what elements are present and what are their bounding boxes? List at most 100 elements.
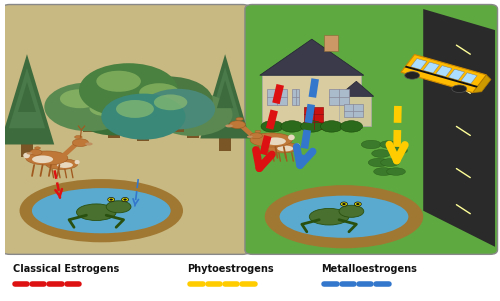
Polygon shape	[404, 66, 478, 88]
Ellipse shape	[108, 197, 114, 202]
Ellipse shape	[116, 100, 154, 118]
Polygon shape	[0, 54, 54, 144]
Ellipse shape	[44, 82, 134, 131]
Ellipse shape	[110, 199, 113, 201]
Ellipse shape	[85, 142, 92, 145]
Polygon shape	[217, 80, 234, 108]
FancyBboxPatch shape	[245, 5, 498, 254]
Ellipse shape	[264, 185, 423, 248]
FancyBboxPatch shape	[262, 75, 362, 129]
Ellipse shape	[320, 121, 342, 132]
Ellipse shape	[122, 197, 128, 202]
Polygon shape	[200, 54, 250, 138]
Polygon shape	[260, 39, 364, 75]
Ellipse shape	[32, 155, 53, 163]
Ellipse shape	[281, 121, 303, 132]
Ellipse shape	[261, 121, 283, 132]
Polygon shape	[338, 81, 374, 96]
FancyBboxPatch shape	[108, 117, 120, 138]
Ellipse shape	[74, 135, 82, 138]
FancyBboxPatch shape	[187, 117, 199, 138]
Ellipse shape	[30, 149, 42, 155]
FancyBboxPatch shape	[219, 132, 231, 150]
Polygon shape	[423, 62, 440, 73]
Polygon shape	[9, 68, 45, 128]
FancyBboxPatch shape	[172, 111, 184, 132]
Ellipse shape	[154, 95, 188, 110]
FancyBboxPatch shape	[292, 89, 300, 105]
Ellipse shape	[46, 159, 78, 169]
Ellipse shape	[404, 72, 419, 79]
Ellipse shape	[124, 76, 212, 125]
Ellipse shape	[340, 202, 347, 206]
FancyBboxPatch shape	[339, 96, 371, 126]
Ellipse shape	[106, 201, 131, 213]
Ellipse shape	[124, 199, 127, 201]
FancyBboxPatch shape	[304, 107, 323, 129]
Polygon shape	[461, 73, 477, 84]
Ellipse shape	[250, 133, 292, 147]
Ellipse shape	[230, 121, 246, 129]
Ellipse shape	[339, 205, 364, 217]
FancyBboxPatch shape	[162, 105, 174, 126]
Polygon shape	[401, 54, 486, 93]
Ellipse shape	[255, 130, 261, 133]
Ellipse shape	[26, 152, 32, 154]
Ellipse shape	[354, 202, 362, 206]
Polygon shape	[473, 75, 491, 93]
Polygon shape	[410, 58, 427, 70]
Ellipse shape	[74, 160, 80, 164]
Polygon shape	[208, 67, 242, 123]
Polygon shape	[423, 9, 495, 247]
Ellipse shape	[368, 158, 389, 167]
Ellipse shape	[372, 150, 390, 157]
Ellipse shape	[236, 117, 244, 120]
Polygon shape	[448, 69, 464, 80]
Ellipse shape	[102, 94, 186, 140]
Ellipse shape	[300, 121, 323, 132]
Ellipse shape	[141, 89, 215, 129]
Ellipse shape	[247, 135, 253, 138]
Ellipse shape	[167, 99, 203, 116]
FancyBboxPatch shape	[83, 111, 95, 132]
Ellipse shape	[72, 139, 88, 147]
Ellipse shape	[340, 121, 362, 132]
Text: Phytoestrogens: Phytoestrogens	[186, 264, 274, 275]
Ellipse shape	[23, 153, 30, 158]
Polygon shape	[436, 66, 452, 77]
Ellipse shape	[57, 162, 73, 168]
Ellipse shape	[60, 89, 100, 108]
Ellipse shape	[139, 83, 179, 102]
Ellipse shape	[295, 143, 300, 148]
Ellipse shape	[76, 95, 151, 135]
Ellipse shape	[380, 159, 400, 166]
Ellipse shape	[277, 145, 293, 151]
Text: Classical Estrogens: Classical Estrogens	[14, 264, 120, 275]
Ellipse shape	[342, 203, 345, 205]
Ellipse shape	[79, 63, 178, 117]
Ellipse shape	[26, 151, 68, 165]
FancyBboxPatch shape	[344, 104, 363, 117]
Ellipse shape	[250, 133, 262, 139]
Ellipse shape	[386, 168, 406, 175]
FancyBboxPatch shape	[267, 89, 287, 105]
Ellipse shape	[452, 85, 466, 92]
FancyBboxPatch shape	[324, 35, 338, 51]
Ellipse shape	[20, 179, 183, 242]
Ellipse shape	[266, 142, 298, 153]
Text: Metalloestrogens: Metalloestrogens	[321, 264, 416, 275]
Ellipse shape	[356, 203, 360, 205]
Ellipse shape	[34, 147, 40, 149]
Ellipse shape	[32, 188, 170, 233]
FancyBboxPatch shape	[138, 120, 149, 141]
FancyBboxPatch shape	[21, 138, 33, 157]
Ellipse shape	[154, 93, 232, 136]
Ellipse shape	[265, 137, 286, 145]
Ellipse shape	[90, 101, 123, 116]
Polygon shape	[18, 82, 36, 112]
Ellipse shape	[226, 124, 233, 127]
Ellipse shape	[280, 196, 408, 238]
FancyBboxPatch shape	[2, 5, 250, 254]
Ellipse shape	[374, 168, 394, 175]
Ellipse shape	[96, 71, 141, 92]
